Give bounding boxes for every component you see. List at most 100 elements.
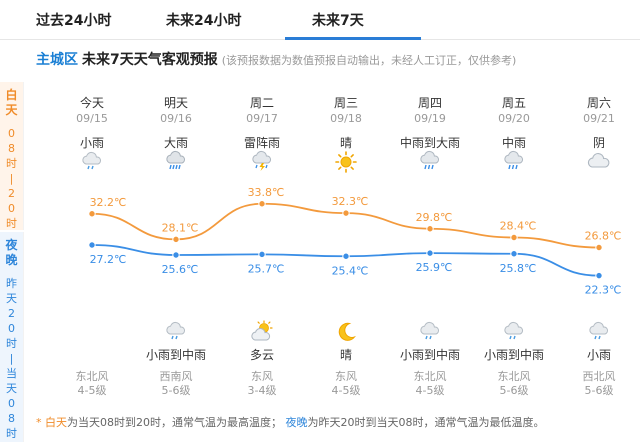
high-temp-point bbox=[426, 225, 434, 233]
night-weather-text: 多云 bbox=[249, 348, 274, 362]
day-name: 周二 bbox=[249, 96, 274, 110]
night-range-char: 天 bbox=[6, 382, 17, 395]
night-range-char: 0 bbox=[8, 322, 15, 335]
day-name: 周六 bbox=[586, 96, 611, 110]
day-name: 周五 bbox=[501, 96, 526, 110]
heavy-rain-icon bbox=[164, 150, 188, 174]
wind-level: 5-6级 bbox=[161, 384, 191, 397]
high-temp-label: 32.2℃ bbox=[90, 196, 127, 209]
footer-day-word: 白天 bbox=[45, 416, 67, 429]
night-range-char: 2 bbox=[8, 307, 15, 320]
low-temp-line bbox=[91, 244, 600, 277]
night-range-char: 时 bbox=[6, 427, 17, 440]
low-temp-point bbox=[342, 252, 350, 260]
night-weather-text: 小雨到中雨 bbox=[483, 348, 544, 362]
overcast-icon bbox=[587, 150, 611, 174]
high-temp-label: 28.1℃ bbox=[162, 221, 199, 234]
light-rain-icon bbox=[418, 320, 442, 344]
region-selector[interactable]: 主城区 bbox=[36, 52, 78, 68]
day-range-char: | bbox=[9, 172, 14, 185]
day-period-label: 白天 0 8 时 | 2 0 时 bbox=[0, 82, 24, 230]
night-weather-text: 小雨到中雨 bbox=[399, 348, 460, 362]
light-rain-icon bbox=[80, 150, 104, 174]
day-date: 09/18 bbox=[330, 112, 362, 125]
footer-night-word: 夜晚 bbox=[285, 416, 308, 429]
night-period-label: 夜晚 昨 天 2 0 时 | 当 天 0 8 时 bbox=[0, 232, 24, 442]
low-temp-point bbox=[172, 251, 180, 259]
high-temp-label: 29.8℃ bbox=[416, 211, 453, 224]
high-temp-point bbox=[595, 243, 603, 252]
tab-bar: 过去24小时 未来24小时 未来7天 bbox=[0, 0, 640, 40]
footer-note: * 白天为当天08时到20时，通常气温为最高温度； 夜晚为昨天20时到当天08时… bbox=[36, 414, 545, 430]
high-temp-point bbox=[342, 209, 350, 217]
wind-level: 4-5级 bbox=[331, 384, 361, 397]
low-temp-point bbox=[595, 271, 603, 280]
high-temp-label: 26.8℃ bbox=[585, 230, 622, 243]
wind-level: 5-6级 bbox=[499, 384, 529, 397]
low-temp-label: 25.9℃ bbox=[416, 261, 453, 274]
day-name: 明天 bbox=[163, 96, 188, 110]
day-date: 09/17 bbox=[246, 112, 278, 125]
night-label: 夜晚 bbox=[5, 238, 18, 267]
night-range-char: 昨 bbox=[6, 277, 17, 290]
low-temp-label: 25.8℃ bbox=[500, 262, 537, 275]
day-date: 09/21 bbox=[583, 112, 615, 125]
high-temp-line bbox=[91, 202, 600, 249]
footer-star: * bbox=[36, 416, 42, 429]
low-temp-point bbox=[426, 249, 434, 257]
day-range-char: 2 bbox=[8, 187, 15, 200]
active-tab-indicator bbox=[285, 37, 421, 40]
day-date: 09/20 bbox=[498, 112, 530, 125]
wind-level: 3-4级 bbox=[247, 384, 277, 397]
high-temp-point bbox=[510, 233, 518, 242]
night-range-char: | bbox=[9, 352, 14, 365]
tab-past-24h[interactable]: 过去24小时 bbox=[36, 13, 112, 29]
wind-direction: 东北风 bbox=[497, 370, 531, 383]
high-temp-point bbox=[258, 200, 266, 208]
night-weather-text: 小雨到中雨 bbox=[145, 348, 206, 362]
day-range-char: 0 bbox=[8, 202, 15, 215]
day-weather-text: 雷阵雨 bbox=[243, 136, 280, 150]
forecast-header: 主城区 未来7天天气客观预报 (该预报数据为数值预报自动输出，未经人工订正，仅供参考… bbox=[36, 49, 517, 68]
day-weather-text: 晴 bbox=[339, 136, 352, 150]
low-temp-label: 27.2℃ bbox=[90, 253, 127, 266]
high-temp-point bbox=[88, 210, 96, 218]
night-range-char: 8 bbox=[8, 412, 15, 425]
moon-icon bbox=[334, 320, 358, 344]
night-weather-text: 晴 bbox=[339, 348, 352, 362]
high-temp-label: 32.3℃ bbox=[332, 195, 369, 208]
day-date: 09/19 bbox=[414, 112, 446, 125]
wind-direction: 东风 bbox=[251, 370, 273, 383]
tab-next-24h[interactable]: 未来24小时 bbox=[166, 13, 242, 29]
footer-night-text: 为昨天20时到当天08时，通常气温为最低温度。 bbox=[307, 416, 545, 429]
wind-direction: 东北风 bbox=[75, 370, 109, 383]
wind-level: 4-5级 bbox=[415, 384, 445, 397]
tab-next-7days[interactable]: 未来7天 bbox=[312, 13, 364, 29]
low-temp-label: 25.4℃ bbox=[332, 264, 369, 277]
wind-level: 4-5级 bbox=[77, 384, 107, 397]
day-name: 周四 bbox=[417, 96, 442, 110]
partly-cloudy-night-icon bbox=[250, 320, 274, 344]
day-range-char: 时 bbox=[6, 157, 17, 170]
day-range-char: 8 bbox=[8, 142, 15, 155]
day-weather-text: 大雨 bbox=[163, 136, 188, 150]
low-temp-label: 25.7℃ bbox=[248, 262, 285, 275]
night-range-char: 时 bbox=[6, 337, 17, 350]
wind-level: 5-6级 bbox=[584, 384, 614, 397]
night-weather-text: 小雨 bbox=[586, 348, 611, 362]
moderate-rain-icon bbox=[502, 150, 526, 174]
high-temp-label: 28.4℃ bbox=[500, 220, 537, 233]
day-weather-text: 小雨 bbox=[79, 136, 104, 150]
low-temp-label: 22.3℃ bbox=[585, 284, 622, 297]
day-range-char: 时 bbox=[6, 217, 17, 230]
day-date: 09/16 bbox=[160, 112, 192, 125]
high-temp-point bbox=[172, 235, 180, 244]
thunderstorm-icon bbox=[250, 150, 274, 174]
low-temp-label: 25.6℃ bbox=[162, 263, 199, 276]
wind-direction: 东风 bbox=[335, 370, 357, 383]
night-range-char: 当 bbox=[6, 367, 17, 380]
wind-direction: 西北风 bbox=[582, 370, 616, 383]
light-rain-icon bbox=[587, 320, 611, 344]
moderate-rain-icon bbox=[418, 150, 442, 174]
disclaimer-note: (该预报数据为数值预报自动输出，未经人工订正，仅供参考) bbox=[221, 54, 517, 67]
